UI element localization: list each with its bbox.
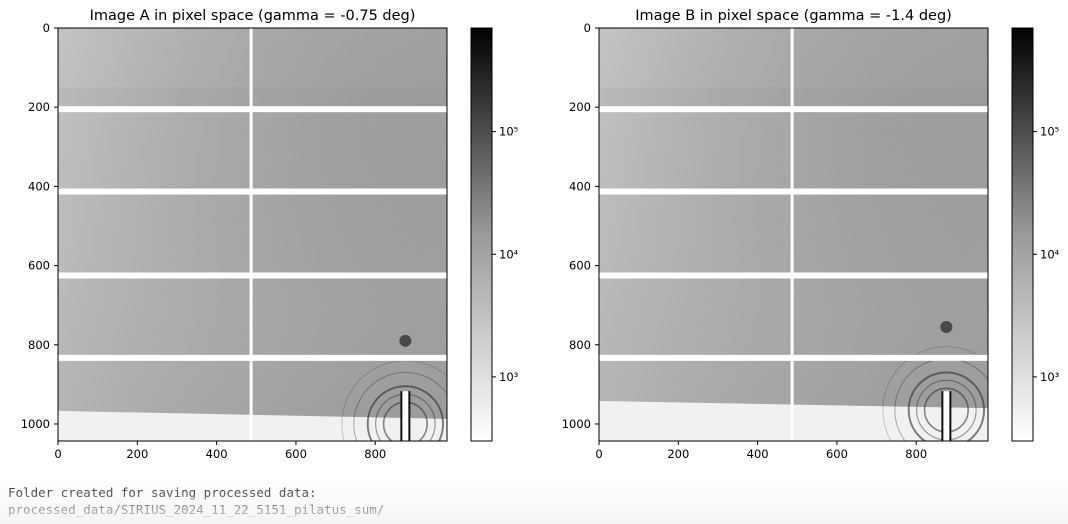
output-text-line-1: Folder created for saving processed data…: [8, 485, 317, 500]
diffraction-ring: [353, 371, 447, 441]
x-tick-label: 0: [595, 447, 602, 461]
bright-spot: [399, 334, 412, 347]
y-tick-label: 200: [28, 100, 50, 114]
y-tick-label: 200: [569, 100, 591, 114]
y-tick-label: 600: [28, 259, 50, 273]
colorbar-tick-label: 10⁵: [1040, 125, 1060, 139]
detector-gap-column: [790, 28, 794, 441]
x-tick-label: 600: [826, 447, 848, 461]
diffraction-ring: [366, 385, 445, 441]
x-tick-label: 400: [206, 447, 228, 461]
chart-panel-b: Image B in pixel space (gamma = -1.4 deg…: [562, 8, 1060, 461]
x-tick-label: 0: [54, 447, 61, 461]
colorbar-tick-label: 10⁴: [1040, 247, 1060, 261]
detector-gap-column: [249, 28, 253, 441]
colorbar-tick-label: 10³: [1040, 370, 1060, 384]
x-tick-label: 200: [126, 447, 148, 461]
x-tick-label: 400: [747, 447, 769, 461]
colorbar-tick-label: 10³: [499, 370, 519, 384]
beamstop: [402, 391, 409, 441]
colorbar: [470, 27, 493, 442]
y-tick-label: 1000: [562, 417, 591, 431]
y-tick-label: 400: [28, 179, 50, 193]
y-tick-label: 1000: [21, 417, 50, 431]
colorbar-tick-label: 10⁴: [499, 247, 519, 261]
bright-spot: [940, 320, 953, 333]
heatmap-image: [58, 28, 447, 441]
diffraction-ring: [907, 371, 986, 441]
y-tick-label: 600: [569, 259, 591, 273]
output-text-line-2: processed_data/SIRIUS_2024_11_22_5151_pi…: [8, 502, 385, 517]
y-tick-label: 0: [43, 21, 50, 35]
axes-frame: [598, 27, 989, 442]
colorbar-tick-label: 10⁵: [499, 125, 519, 139]
chart-title: Image A in pixel space (gamma = -0.75 de…: [90, 8, 416, 24]
y-tick-label: 800: [569, 338, 591, 352]
x-tick-label: 200: [667, 447, 689, 461]
axes-frame: [57, 27, 448, 442]
x-tick-label: 600: [285, 447, 307, 461]
diffraction-ring: [882, 346, 988, 441]
chart-panel-a: Image A in pixel space (gamma = -0.75 de…: [21, 8, 519, 461]
x-tick-label: 800: [905, 447, 927, 461]
y-tick-label: 400: [569, 179, 591, 193]
heatmap-image: [599, 28, 988, 441]
figure: Image A in pixel space (gamma = -0.75 de…: [21, 8, 1060, 461]
y-tick-label: 800: [28, 338, 50, 352]
colorbar: [1011, 27, 1034, 442]
chart-title: Image B in pixel space (gamma = -1.4 deg…: [635, 8, 952, 24]
x-tick-label: 800: [364, 447, 386, 461]
y-tick-label: 0: [584, 21, 591, 35]
beamstop: [943, 391, 950, 441]
